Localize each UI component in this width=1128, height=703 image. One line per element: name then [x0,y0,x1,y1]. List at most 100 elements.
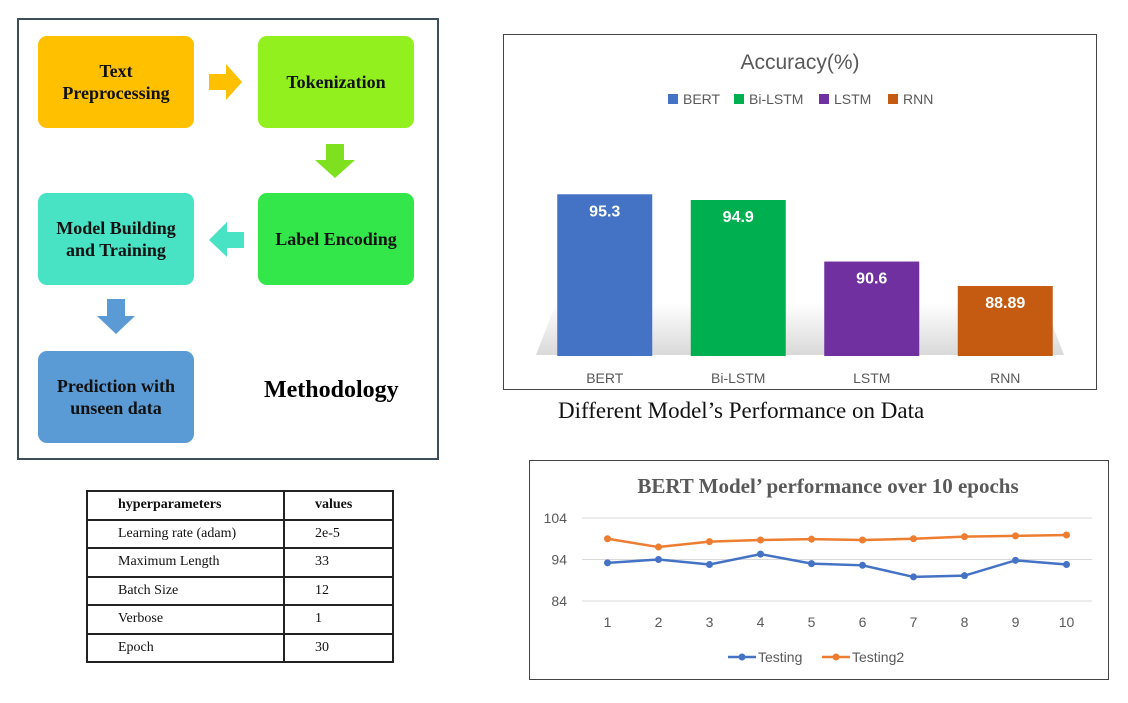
table-row: Epoch 30 [86,632,394,663]
series-group [604,531,1070,581]
x-tick-label: 6 [859,614,867,630]
legend-label: Bi-LSTM [749,91,803,107]
x-tick-label: 2 [655,614,663,630]
table-row: Learning rate (adam) 2e-5 [86,518,394,549]
data-point [604,535,611,543]
bar-value-label: 88.89 [985,295,1025,312]
methodology-panel: Text Preprocessing Tokenization Label En… [17,18,439,460]
y-tick-label: 104 [544,510,568,526]
data-point [808,535,815,543]
data-point [706,560,713,568]
data-point [757,536,764,544]
data-point [1012,556,1019,564]
bar-group: 95.3 BERT 94.9 Bi-LSTM 90.6 LSTM 88.89 RNN [557,194,1053,386]
chart-title: BERT Model’ performance over 10 epochs [637,474,1018,498]
data-point [910,573,917,581]
param-name: Learning rate (adam) [86,518,285,549]
accuracy-chart-svg: Accuracy(%) BERT Bi-LSTM LSTM RNN 95.3 BERT 9… [536,51,1064,386]
bar [557,194,653,356]
bar-value-label: 94.9 [723,209,754,226]
table-row: Verbose 1 [86,604,394,635]
param-name: Epoch [86,632,285,663]
y-tick-label: 84 [551,593,567,609]
data-point [961,572,968,580]
x-tick-label: 9 [1012,614,1020,630]
legend-swatch [819,94,829,104]
bar [957,286,1053,356]
param-value: 33 [283,547,394,578]
arrow-down-icon [315,144,355,178]
param-value: 2e-5 [283,518,394,549]
x-tick-label: 7 [910,614,918,630]
bar [824,261,920,356]
x-tick-label: 8 [961,614,969,630]
step-tokenization: Tokenization [258,36,414,128]
table-header-row: hyperparameters values [86,490,394,521]
data-point [655,556,662,563]
param-value: 30 [283,632,394,663]
accuracy-bar-chart: Accuracy(%) BERT Bi-LSTM LSTM RNN 95.3 BERT 9… [503,34,1097,390]
param-value: 12 [283,575,394,606]
accuracy-chart-caption: Different Model’s Performance on Data [558,398,925,423]
chart-title: Accuracy(%) [740,51,859,74]
step-model-building: Model Building and Training [38,193,194,285]
param-name: Verbose [86,604,285,635]
step-text-preprocessing: Text Preprocessing [38,36,194,128]
table-row: Batch Size 12 [86,575,394,606]
legend-swatch [668,94,678,104]
legend-label: LSTM [834,91,871,107]
bar [690,199,786,356]
x-tick-label: 5 [808,614,816,630]
x-tick-label: 10 [1059,614,1075,630]
x-tick-label: 1 [604,614,612,630]
data-point [757,550,764,558]
arrow-right-icon [209,64,242,100]
legend-swatch [734,94,744,104]
flow-arrows [97,64,355,334]
methodology-title: Methodology [264,377,399,403]
param-value: 1 [283,604,394,635]
step-label-encoding: Label Encoding [258,193,414,285]
data-point [961,533,968,541]
chart-legend: BERT Bi-LSTM LSTM RNN [668,91,933,107]
data-point [859,561,866,569]
chart-floor [536,303,1064,355]
bar-value-label: 95.3 [589,203,620,220]
legend-label: Testing [758,649,802,665]
series-line [607,552,1067,579]
y-tick-label: 94 [551,552,567,568]
arrow-down-icon [97,299,135,334]
header-hyperparameters: hyperparameters [86,490,285,521]
data-point [808,560,815,568]
x-tick-label: LSTM [853,370,890,386]
header-values: values [283,490,394,521]
data-point [1063,531,1070,539]
param-name: Batch Size [86,575,285,606]
legend-marker [738,653,746,661]
x-tick-label: Bi-LSTM [711,370,765,386]
gridlines: 84 94 104 1 2 3 4 5 6 7 8 9 10 [544,510,1092,630]
x-tick-label: 4 [757,614,765,630]
bar-value-label: 90.6 [856,271,887,288]
data-point [604,559,611,567]
legend-label: Testing2 [852,649,904,665]
x-tick-label: RNN [990,370,1020,386]
series-line [607,533,1067,549]
data-point [706,538,713,546]
step-prediction: Prediction with unseen data [38,351,194,443]
legend-label: RNN [903,91,933,107]
table-row: Maximum Length 33 [86,547,394,578]
x-tick-label: 3 [706,614,714,630]
data-point [859,536,866,544]
data-point [1063,560,1070,568]
legend-marker [832,653,840,661]
data-point [910,535,917,543]
bert-epochs-line-chart: BERT Model’ performance over 10 epochs 8… [529,460,1109,680]
line-chart-svg: BERT Model’ performance over 10 epochs 8… [544,474,1092,665]
legend-swatch [888,94,898,104]
arrow-left-icon [209,222,244,257]
data-point [1012,532,1019,540]
legend-label: BERT [683,91,721,107]
param-name: Maximum Length [86,547,285,578]
data-point [655,543,662,551]
